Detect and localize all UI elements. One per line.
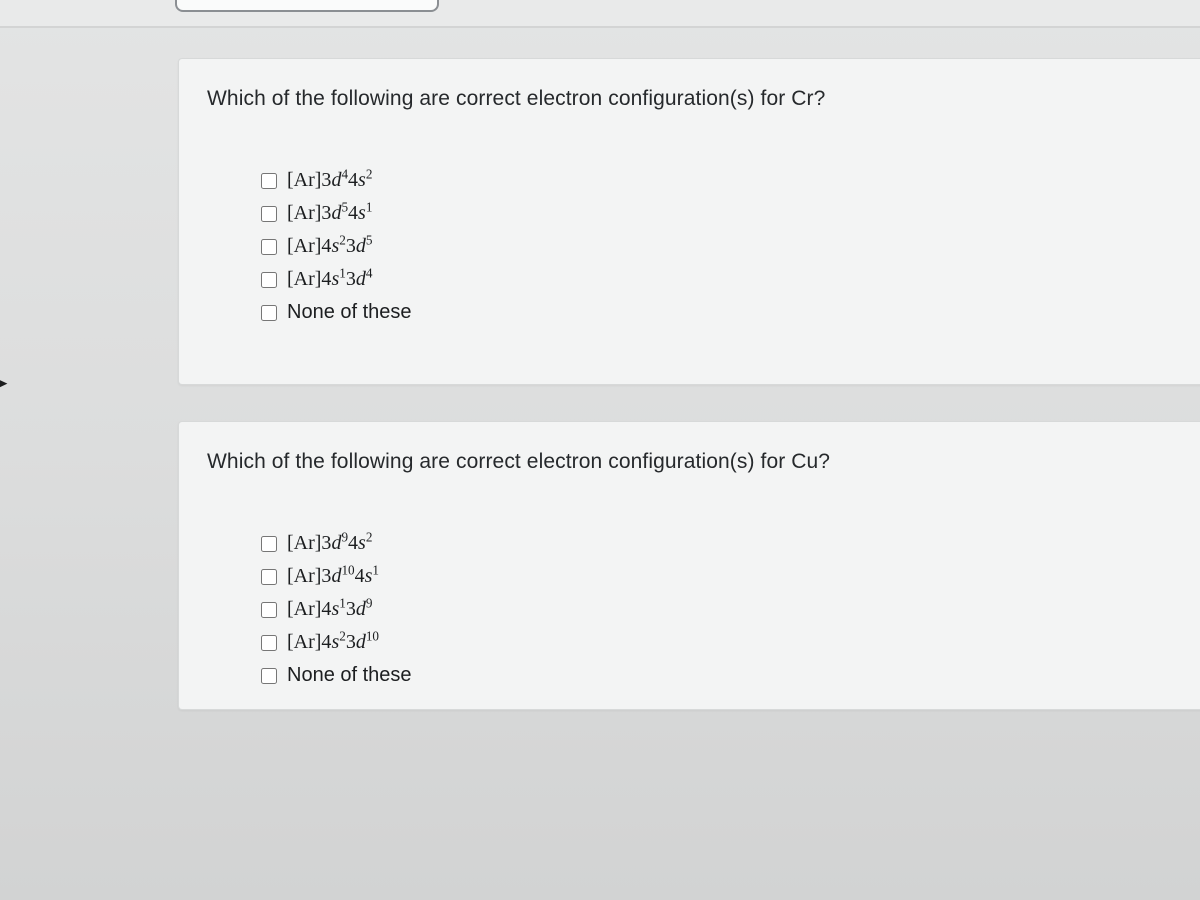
option-checkbox[interactable] [261, 305, 277, 321]
option-label: None of these [287, 301, 412, 324]
option-row[interactable]: None of these [261, 664, 1190, 687]
option-row[interactable]: None of these [261, 301, 1190, 324]
question-card-cr: Which of the following are correct elect… [178, 58, 1200, 385]
options-group-cr: [Ar]3d44s2 [Ar]3d54s1 [Ar]4s23d5 [Ar]4s13d4… [261, 169, 1190, 324]
option-label: None of these [287, 664, 412, 687]
option-row[interactable]: [Ar]3d44s2 [261, 169, 1190, 192]
question-card-cu: Which of the following are correct elect… [178, 421, 1200, 710]
option-row[interactable]: [Ar]4s13d4 [261, 268, 1190, 291]
quiz-viewport: ➤ Which of the following are correct ele… [0, 0, 1200, 900]
option-label: [Ar]4s13d4 [287, 268, 372, 291]
option-label: [Ar]4s23d5 [287, 235, 372, 258]
option-checkbox[interactable] [261, 239, 277, 255]
option-row[interactable]: [Ar]3d94s2 [261, 532, 1190, 555]
option-row[interactable]: [Ar]3d54s1 [261, 202, 1190, 225]
option-checkbox[interactable] [261, 635, 277, 651]
option-row[interactable]: [Ar]4s23d5 [261, 235, 1190, 258]
option-checkbox[interactable] [261, 668, 277, 684]
options-group-cu: [Ar]3d94s2 [Ar]3d104s1 [Ar]4s13d9 [Ar]4s23d… [261, 532, 1190, 687]
option-checkbox[interactable] [261, 206, 277, 222]
question-prompt: Which of the following are correct elect… [207, 450, 1190, 474]
question-stack: Which of the following are correct elect… [178, 58, 1200, 710]
option-checkbox[interactable] [261, 173, 277, 189]
option-checkbox[interactable] [261, 536, 277, 552]
option-row[interactable]: [Ar]4s13d9 [261, 598, 1190, 621]
option-label: [Ar]3d104s1 [287, 565, 379, 588]
option-row[interactable]: [Ar]3d104s1 [261, 565, 1190, 588]
option-label: [Ar]3d44s2 [287, 169, 372, 192]
option-checkbox[interactable] [261, 272, 277, 288]
option-checkbox[interactable] [261, 602, 277, 618]
question-prompt: Which of the following are correct elect… [207, 87, 1190, 111]
option-row[interactable]: [Ar]4s23d10 [261, 631, 1190, 654]
option-checkbox[interactable] [261, 569, 277, 585]
option-label: [Ar]4s23d10 [287, 631, 379, 654]
option-label: [Ar]3d94s2 [287, 532, 372, 555]
option-label: [Ar]3d54s1 [287, 202, 372, 225]
cursor-icon: ➤ [0, 374, 8, 394]
option-label: [Ar]4s13d9 [287, 598, 372, 621]
top-toolbar-fragment [0, 0, 1200, 28]
